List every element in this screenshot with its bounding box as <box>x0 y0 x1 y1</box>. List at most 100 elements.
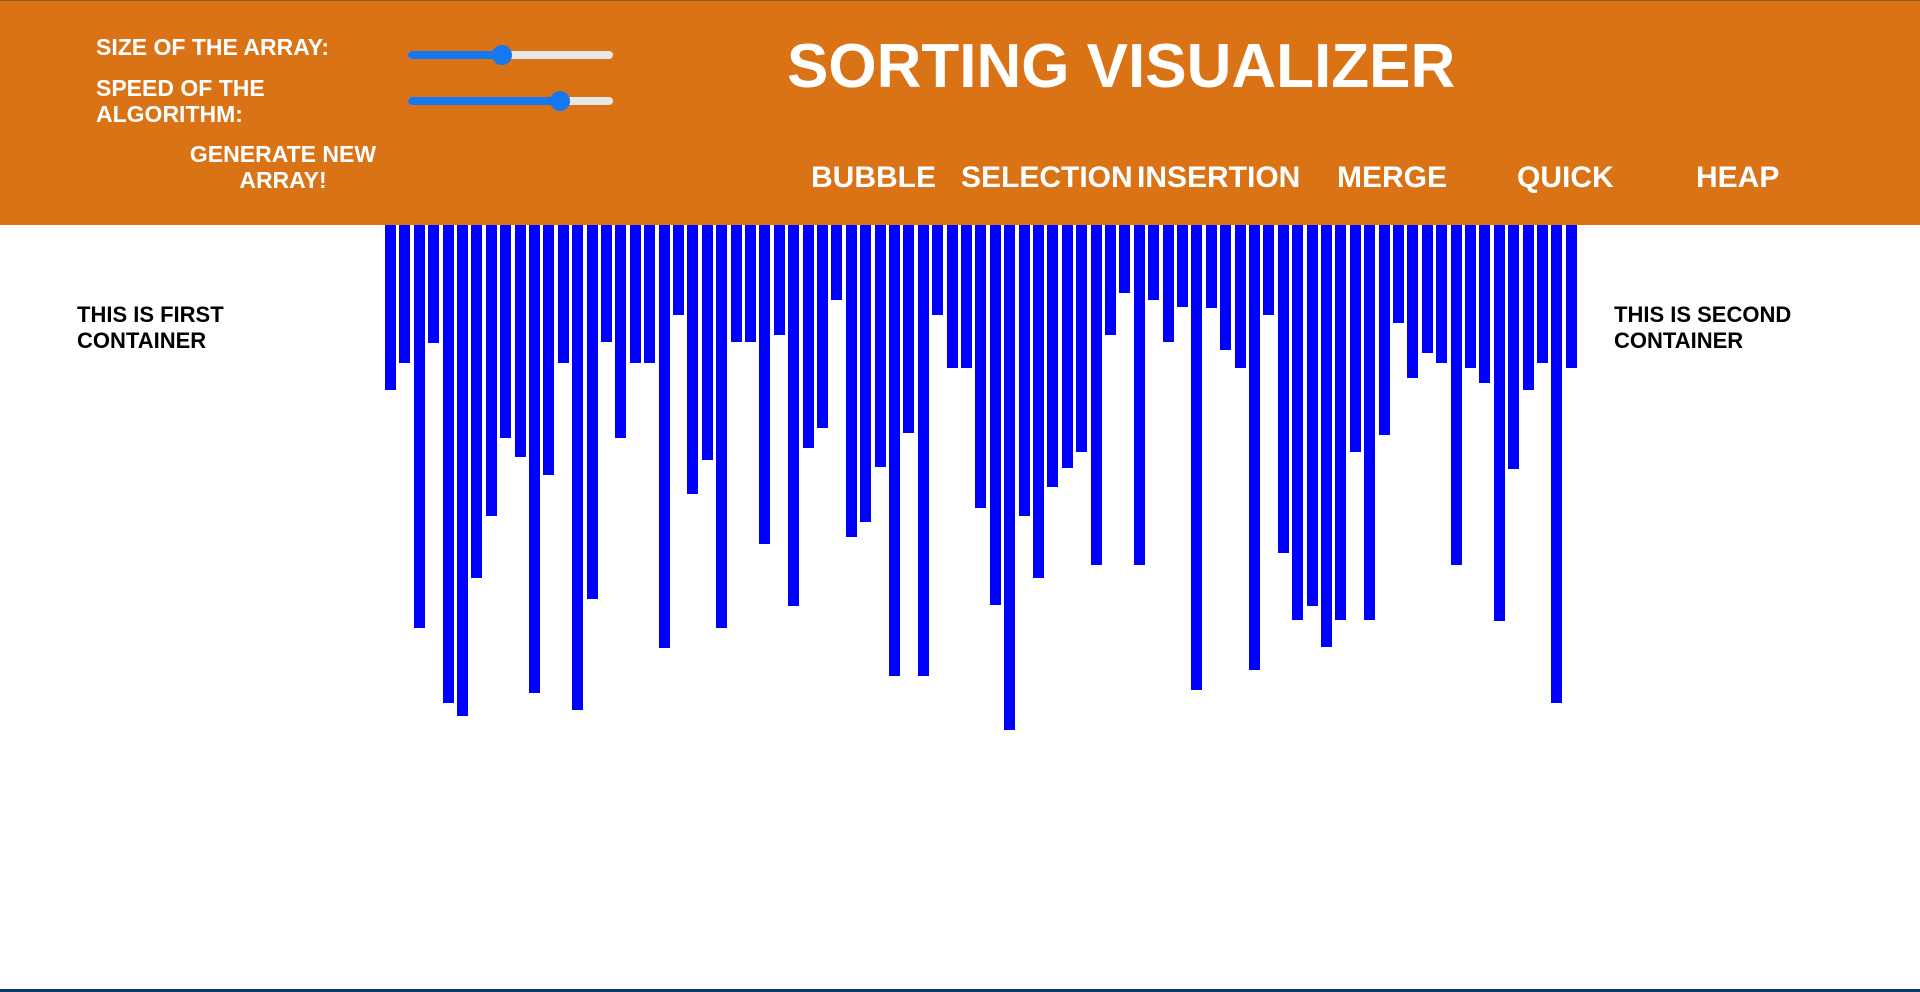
first-container-text: THIS IS FIRST CONTAINER <box>77 302 224 353</box>
array-bar <box>1018 225 1030 516</box>
array-bar <box>413 225 425 628</box>
array-bar <box>1004 225 1016 730</box>
speed-slider[interactable] <box>408 91 613 111</box>
array-bar <box>961 225 972 368</box>
array-bar <box>802 225 814 448</box>
array-bar <box>989 225 1001 605</box>
array-bar <box>543 225 555 475</box>
array-bar <box>716 225 728 628</box>
array-bar <box>1292 225 1304 620</box>
array-bar <box>874 225 886 467</box>
window-bottom-edge <box>0 989 1920 992</box>
array-bar <box>1119 225 1131 293</box>
array-bar <box>1508 225 1520 469</box>
array-bar <box>730 225 742 342</box>
array-bar <box>485 225 497 516</box>
page-title: SORTING VISUALIZER <box>787 32 1456 101</box>
array-bar <box>457 225 468 716</box>
heap-sort-button[interactable]: HEAP <box>1696 161 1780 194</box>
array-bar <box>1220 225 1232 350</box>
array-bar <box>817 225 828 428</box>
array-bar <box>615 225 627 438</box>
array-size-slider-fill <box>408 51 503 59</box>
array-bar <box>1421 225 1433 353</box>
selection-sort-button[interactable]: SELECTION <box>961 161 1133 194</box>
array-bar <box>514 225 526 457</box>
array-bar <box>860 225 872 522</box>
array-bar <box>1551 225 1563 703</box>
array-bar <box>1090 225 1102 565</box>
array-bar <box>1162 225 1174 342</box>
array-bar <box>917 225 929 676</box>
array-bar <box>1321 225 1332 647</box>
array-bar <box>1234 225 1246 368</box>
array-bar <box>601 225 612 342</box>
merge-sort-button[interactable]: MERGE <box>1337 161 1448 194</box>
array-bar <box>1407 225 1419 378</box>
array-bar <box>1364 225 1376 620</box>
array-size-slider[interactable] <box>408 45 613 65</box>
array-bar <box>1047 225 1059 487</box>
array-bar <box>658 225 670 648</box>
array-bar <box>557 225 569 363</box>
insertion-sort-button[interactable]: INSERTION <box>1137 161 1301 194</box>
generate-new-array-button[interactable]: GENERATE NEW ARRAY! <box>189 141 377 193</box>
array-bar <box>385 225 396 390</box>
array-bar <box>1205 225 1217 308</box>
array-bar <box>1277 225 1289 553</box>
array-bar <box>1033 225 1044 578</box>
array-bar <box>1249 225 1260 670</box>
array-bar <box>687 225 699 494</box>
array-bar <box>1393 225 1404 323</box>
array-bar <box>399 225 411 363</box>
array-bar <box>529 225 540 693</box>
array-bar <box>1537 225 1548 363</box>
array-bar <box>1191 225 1203 690</box>
array-bar <box>1450 225 1462 565</box>
array-bar <box>1479 225 1491 383</box>
array-bar <box>1076 225 1088 452</box>
array-bars-container <box>0 225 1920 745</box>
array-bar <box>1263 225 1275 315</box>
array-bar <box>701 225 713 460</box>
array-bar <box>1465 225 1476 368</box>
speed-slider-thumb[interactable] <box>549 91 570 111</box>
array-bar <box>788 225 800 606</box>
array-bar <box>1522 225 1534 390</box>
array-bar <box>1378 225 1390 435</box>
array-bar <box>471 225 483 578</box>
array-bar <box>442 225 454 703</box>
array-size-label: SIZE OF THE ARRAY: <box>96 34 329 60</box>
window-top-edge <box>0 0 1920 1</box>
array-bar <box>946 225 958 368</box>
array-bar <box>1493 225 1505 621</box>
speed-slider-fill <box>408 97 560 105</box>
array-bar <box>1565 225 1577 368</box>
array-bar <box>745 225 756 342</box>
header-bar: SIZE OF THE ARRAY: SPEED OF THE ALGORITH… <box>0 1 1920 225</box>
bubble-sort-button[interactable]: BUBBLE <box>811 161 936 194</box>
array-bar <box>1349 225 1361 452</box>
array-bar <box>773 225 785 335</box>
second-container-text: THIS IS SECOND CONTAINER <box>1614 302 1792 353</box>
array-bar <box>845 225 857 537</box>
array-bar <box>629 225 641 363</box>
array-bar <box>1105 225 1116 335</box>
array-size-slider-thumb[interactable] <box>492 45 513 65</box>
array-bar <box>572 225 584 710</box>
array-bar <box>428 225 440 343</box>
array-bar <box>932 225 944 315</box>
array-bar <box>1061 225 1073 468</box>
array-bar <box>1436 225 1448 363</box>
quick-sort-button[interactable]: QUICK <box>1517 161 1614 194</box>
array-bar <box>759 225 771 544</box>
array-bar <box>903 225 915 433</box>
array-bar <box>889 225 900 676</box>
array-bar <box>975 225 987 508</box>
array-bar <box>1133 225 1145 565</box>
array-bar <box>1148 225 1160 300</box>
array-bar <box>1306 225 1318 606</box>
array-bar <box>586 225 598 599</box>
array-bar <box>831 225 843 300</box>
array-bar <box>1177 225 1188 307</box>
